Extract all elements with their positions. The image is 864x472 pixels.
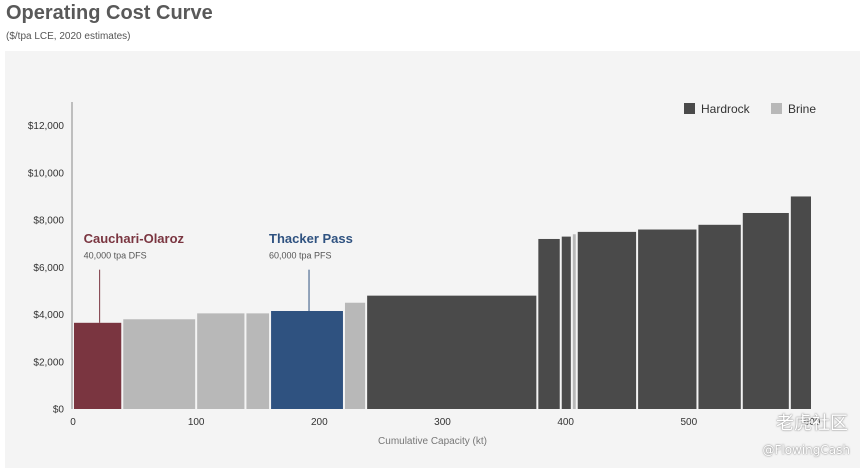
watermark-handle: @FlowingCash	[762, 443, 850, 457]
y-tick-label: $8,000	[33, 216, 64, 227]
cost-bar	[742, 212, 789, 409]
cost-bar	[538, 238, 560, 409]
cost-bar	[638, 229, 697, 409]
cost-bar	[572, 234, 576, 409]
legend-label: Hardrock	[701, 102, 751, 116]
cost-bar	[123, 319, 196, 409]
cost-bar	[367, 295, 537, 409]
cost-bar	[197, 313, 245, 409]
cost-bar	[271, 310, 343, 409]
y-tick-label: $6,000	[33, 263, 64, 274]
chart-title: Operating Cost Curve	[6, 2, 213, 24]
cost-bar	[790, 196, 811, 409]
cost-bar	[698, 224, 741, 409]
x-tick-label: 300	[434, 417, 451, 428]
y-tick-label: $2,000	[33, 357, 64, 368]
y-tick-label: $12,000	[28, 121, 65, 132]
cost-bar	[577, 231, 637, 409]
legend-swatch	[771, 103, 782, 114]
y-tick-label: $0	[53, 405, 65, 416]
x-tick-label: 0	[70, 417, 76, 428]
x-tick-label: 500	[680, 417, 697, 428]
x-axis-title: Cumulative Capacity (kt)	[378, 436, 487, 447]
annotation-subtitle: 40,000 tpa DFS	[84, 250, 147, 260]
cost-bar	[561, 236, 571, 409]
cost-bar	[74, 322, 122, 409]
annotation-title: Cauchari-Olaroz	[84, 231, 185, 246]
cost-bar	[246, 313, 270, 409]
y-tick-label: $10,000	[28, 168, 65, 179]
annotation-title: Thacker Pass	[269, 231, 353, 246]
x-tick-label: 600	[804, 417, 821, 428]
legend-swatch	[684, 103, 695, 114]
watermark-brand: 老虎社区	[776, 413, 848, 434]
annotation-subtitle: 60,000 tpa PFS	[269, 250, 332, 260]
chart-subtitle: ($/tpa LCE, 2020 estimates)	[6, 31, 131, 42]
x-tick-label: 100	[188, 417, 205, 428]
y-tick-label: $4,000	[33, 310, 64, 321]
x-tick-label: 400	[557, 417, 574, 428]
legend-label: Brine	[788, 102, 816, 116]
cost-bar	[344, 302, 366, 409]
x-tick-label: 200	[311, 417, 328, 428]
